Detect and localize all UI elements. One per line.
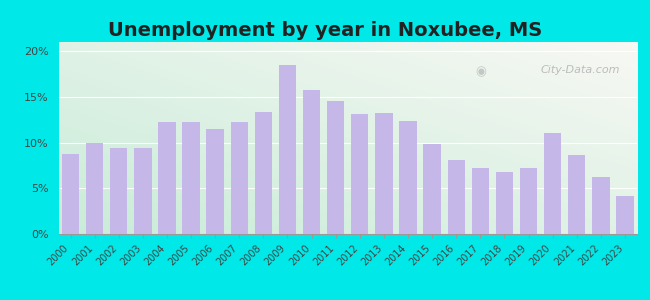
Bar bbox=[255, 112, 272, 234]
Text: ◉: ◉ bbox=[475, 65, 486, 78]
Bar bbox=[110, 148, 127, 234]
Bar bbox=[423, 144, 441, 234]
Bar bbox=[592, 177, 610, 234]
Bar bbox=[544, 133, 562, 234]
Text: City-Data.com: City-Data.com bbox=[540, 65, 619, 75]
Bar bbox=[472, 168, 489, 234]
Text: Unemployment by year in Noxubee, MS: Unemployment by year in Noxubee, MS bbox=[108, 21, 542, 40]
Bar bbox=[351, 114, 369, 234]
Bar bbox=[448, 160, 465, 234]
Bar bbox=[496, 172, 513, 234]
Bar bbox=[231, 122, 248, 234]
Bar bbox=[375, 113, 393, 234]
Bar bbox=[62, 154, 79, 234]
Bar bbox=[159, 122, 176, 234]
Bar bbox=[568, 155, 586, 234]
Bar bbox=[616, 196, 634, 234]
Bar bbox=[327, 100, 344, 234]
Bar bbox=[303, 91, 320, 234]
Bar bbox=[207, 129, 224, 234]
Bar bbox=[183, 122, 200, 234]
Bar bbox=[86, 142, 103, 234]
Bar bbox=[279, 65, 296, 234]
Bar bbox=[520, 168, 537, 234]
Bar bbox=[399, 121, 417, 234]
Bar bbox=[134, 148, 151, 234]
